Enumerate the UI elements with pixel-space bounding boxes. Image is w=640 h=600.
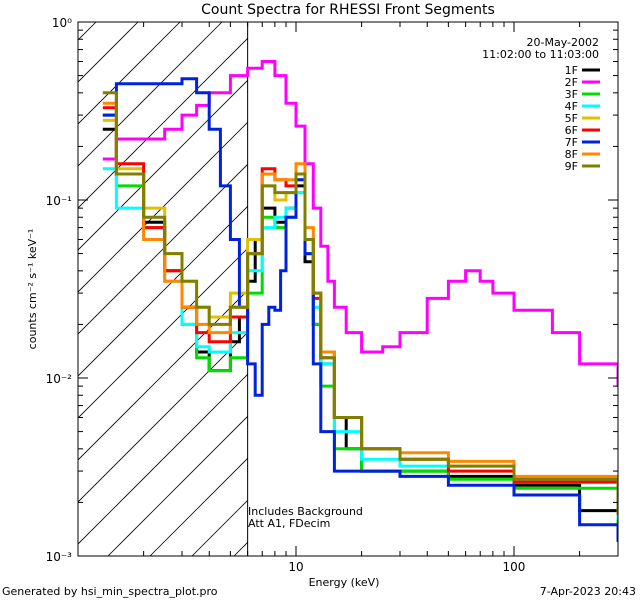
legend-label-3F: 3F [565, 88, 578, 101]
axes: 10 100 10⁻³ 10⁻² 10⁻¹ 10⁰ [46, 16, 619, 574]
y-tick-label: 10⁰ [52, 16, 72, 30]
hatch-line [78, 22, 265, 209]
legend-label-1F: 1F [565, 64, 578, 77]
y-tick-label: 10⁻² [46, 372, 73, 386]
legend-label-5F: 5F [565, 112, 578, 125]
y-tick-label: 10⁻³ [46, 550, 73, 564]
header-time: 11:02:00 to 11:03:00 [482, 48, 599, 61]
plot-frame [77, 21, 619, 557]
footer-date: 7-Apr-2023 20:43 [540, 585, 636, 598]
x-tick-label: 10 [288, 560, 303, 574]
legend-label-2F: 2F [565, 76, 578, 89]
series-7F [102, 77, 618, 542]
hatch-line [0, 22, 12, 556]
x-tick-label: 100 [503, 560, 526, 574]
legend-label-7F: 7F [565, 136, 578, 149]
hatch-line [78, 22, 97, 41]
legend-label-6F: 6F [565, 124, 578, 137]
legend-label-9F: 9F [565, 160, 578, 173]
y-tick-label: 10⁻¹ [46, 194, 73, 208]
annotation-attenuator: Att A1, FDecim [248, 517, 330, 530]
header-date: 20-May-2002 [527, 36, 599, 49]
x-axis-label: Energy (keV) [309, 576, 380, 589]
hatch-line [78, 22, 307, 251]
hatch-line [78, 22, 223, 167]
series-9F [102, 91, 618, 515]
annotation-background: Includes Background [248, 505, 363, 518]
y-axis-label: counts cm⁻² s⁻¹ keV⁻¹ [26, 229, 39, 350]
series-2F [102, 60, 618, 387]
chart-title: Count Spectra for RHESSI Front Segments [201, 2, 495, 18]
legend-label-4F: 4F [565, 100, 578, 113]
hatch-line [78, 22, 181, 125]
legend-label-8F: 8F [565, 148, 578, 161]
series-lines [102, 60, 618, 542]
footer-generated: Generated by hsi_min_spectra_plot.pro [2, 585, 218, 598]
